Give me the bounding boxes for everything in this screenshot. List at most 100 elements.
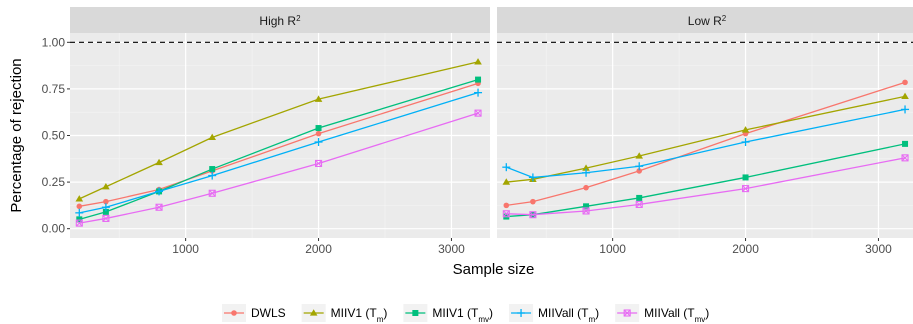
series-line — [506, 81, 906, 207]
series-2 — [502, 92, 909, 185]
legend-key-marker — [412, 310, 419, 316]
y-tick-label: 0.75 — [42, 82, 66, 96]
data-point — [75, 219, 83, 227]
panel-strip — [70, 7, 490, 33]
legend-label: MIIV1 (Tm) — [331, 306, 388, 324]
series-line — [79, 112, 479, 224]
panel-title-main: High R — [259, 14, 296, 28]
data-point — [474, 58, 482, 65]
panel-strip — [497, 7, 913, 33]
panel-1: High R2 1000 2000 3000 0.00 0.25 0.50 0.75 1.00 — [42, 7, 490, 256]
series-5 — [502, 154, 909, 219]
x-tick-label: 2000 — [732, 242, 759, 256]
panel-title-sup: 2 — [296, 14, 301, 23]
x-tick-label: 2000 — [305, 242, 332, 256]
legend-label: DWLS — [251, 306, 286, 320]
data-point — [901, 154, 909, 162]
data-point — [155, 203, 163, 211]
data-point — [76, 216, 83, 223]
series-2 — [75, 58, 482, 202]
data-point — [530, 198, 536, 205]
data-point — [742, 174, 749, 181]
panel-title-main: Low R — [688, 14, 722, 28]
legend-key-marker — [517, 309, 526, 317]
data-point — [75, 195, 84, 202]
panel-title: Low R2 — [688, 14, 727, 29]
data-point — [155, 187, 164, 196]
data-point — [741, 138, 750, 147]
legend-item-2: MIIV1 (Tm) — [301, 304, 388, 324]
series-1 — [503, 79, 908, 209]
data-point — [209, 166, 216, 173]
data-point — [635, 162, 644, 171]
series-line — [506, 95, 906, 183]
panel-title-sup: 2 — [722, 14, 727, 23]
data-point — [315, 130, 322, 137]
y-axis-title: Percentage of rejection — [8, 58, 25, 212]
x-tick-label: 3000 — [865, 242, 892, 256]
panel-2: Low R2 1000 2000 3000 — [497, 7, 913, 256]
data-point — [502, 178, 511, 185]
data-point — [582, 207, 590, 215]
data-point — [901, 92, 909, 100]
data-point — [636, 168, 643, 174]
data-point — [741, 126, 750, 133]
y-tick-label: 1.00 — [42, 35, 66, 49]
data-point — [102, 214, 110, 222]
legend-label: MIIVall (Tm) — [538, 306, 599, 324]
x-tick-label: 1000 — [172, 242, 199, 256]
data-point — [502, 163, 511, 172]
series-line — [506, 108, 906, 179]
series-line — [79, 92, 479, 214]
data-point — [315, 125, 322, 132]
x-tick-label: 3000 — [438, 242, 465, 256]
data-point — [208, 133, 217, 141]
legend-label: MIIVall (Tmv) — [644, 306, 709, 324]
data-point — [76, 203, 83, 210]
data-point — [208, 171, 217, 180]
data-point — [502, 210, 510, 218]
data-point — [103, 198, 109, 205]
data-point — [75, 208, 84, 217]
data-point — [474, 109, 482, 117]
x-tick-label: 1000 — [599, 242, 626, 256]
data-point — [474, 88, 483, 97]
legend-key-marker — [309, 309, 318, 316]
x-axis-title: Sample size — [453, 261, 535, 278]
data-point — [901, 105, 910, 114]
data-point — [208, 189, 216, 197]
data-point — [102, 208, 109, 215]
data-point — [314, 138, 323, 147]
data-point — [503, 202, 510, 209]
legend-item-4: MIIVall (Tm) — [509, 304, 599, 324]
data-point — [528, 173, 537, 182]
legend-item-5: MIIVall (Tmv) — [615, 304, 709, 324]
legend-label: MIIV1 (Tmv) — [432, 306, 493, 324]
data-point — [529, 211, 537, 219]
series-4 — [502, 105, 910, 182]
data-point — [314, 95, 323, 102]
data-point — [635, 152, 644, 159]
data-point — [314, 159, 323, 168]
legend-key-marker — [231, 310, 237, 316]
series-line — [79, 78, 479, 220]
data-point — [583, 184, 589, 191]
data-point — [583, 203, 590, 210]
series-line — [79, 61, 479, 200]
series-line — [506, 157, 906, 216]
data-point — [582, 168, 591, 177]
series-4 — [75, 88, 483, 217]
data-point — [902, 79, 908, 86]
legend-item-3: MIIV1 (Tmv) — [403, 304, 493, 324]
legend: DWLS MIIV1 (Tm) MIIV1 (Tmv) MIIVall (Tm) MII… — [222, 304, 709, 324]
y-tick-label: 0.50 — [42, 129, 66, 143]
y-tick-label: 0.25 — [42, 175, 66, 189]
data-point — [902, 140, 909, 147]
y-tick-label: 0.00 — [42, 222, 66, 236]
panel-title: High R2 — [259, 14, 301, 29]
legend-key-marker — [623, 309, 631, 317]
legend-item-1: DWLS — [222, 304, 286, 322]
data-point — [582, 164, 590, 171]
data-point — [741, 185, 750, 193]
